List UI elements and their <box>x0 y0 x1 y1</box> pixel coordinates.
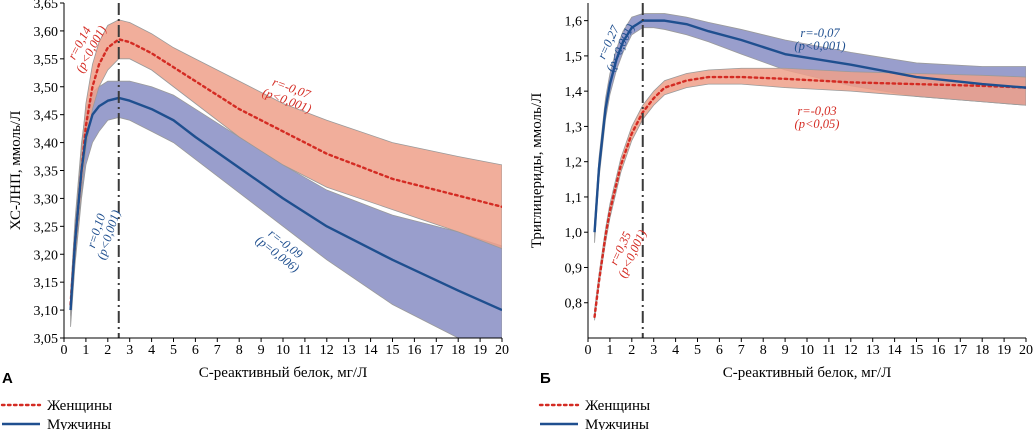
ci-band-men-b <box>594 13 1026 243</box>
y-tick-label: 3,30 <box>34 192 59 207</box>
x-tick-label: 3 <box>650 343 657 358</box>
x-tick-label: 4 <box>672 343 679 358</box>
x-tick-label: 1 <box>606 343 613 358</box>
x-tick-label: 18 <box>451 343 465 358</box>
x-tick-label: 2 <box>628 343 635 358</box>
x-tick-label: 18 <box>975 343 989 358</box>
x-tick-label: 7 <box>738 343 745 358</box>
x-tick-label: 20 <box>1019 343 1033 358</box>
legend-b-women-label: Женщины <box>585 398 650 414</box>
ci-band-women-b <box>594 67 1026 321</box>
annotation-m2-b: r=-0,07 (p<0,001) <box>794 26 845 53</box>
y-tick-label: 3,40 <box>34 137 59 152</box>
y-tick-label: 1,1 <box>565 191 583 206</box>
plot-area-b <box>593 13 1026 321</box>
x-tick-label: 9 <box>782 343 789 358</box>
panel-b-chart: 0 1 2 3 4 5 6 7 8 9 10 11 12 13 14 15 16 17 18 19 200,80,91,… <box>529 3 1033 381</box>
annotation-w2-b: r=-0,03 (p<0,05) <box>795 104 840 131</box>
series-line-men-a <box>69 96 502 312</box>
x-tick-label: 19 <box>997 343 1011 358</box>
x-tick-label: 10 <box>800 343 814 358</box>
y-tick-label: 0,8 <box>565 297 583 312</box>
x-tick-label: 16 <box>931 343 945 358</box>
panel-a-chart: 0 1 2 3 4 5 6 7 8 9 10 11 12 13 14 15 16 17 18 19 203,053,10… <box>8 0 509 381</box>
y-tick-label: 3,35 <box>34 165 59 180</box>
x-tick-label: 7 <box>214 343 221 358</box>
x-tick-label: 6 <box>192 343 199 358</box>
y-tick-label: 3,05 <box>34 332 59 347</box>
x-tick-label: 13 <box>342 343 356 358</box>
x-tick-label: 3 <box>126 343 133 358</box>
x-tick-label: 5 <box>694 343 701 358</box>
legend-a: Женщины Мужчины <box>0 398 112 430</box>
y-tick-label: 3,55 <box>34 53 59 68</box>
x-tick-label: 2 <box>104 343 111 358</box>
x-tick-label: 11 <box>822 343 835 358</box>
y-tick-label: 3,65 <box>34 0 59 12</box>
plot-area-a <box>69 19 502 338</box>
x-tick-label: 14 <box>888 343 902 358</box>
x-axis-label-a: С-реактивный белок, мг/Л <box>199 365 368 381</box>
legend-a-women-label: Женщины <box>47 398 112 414</box>
x-tick-label: 10 <box>276 343 290 358</box>
panel-b-label: Б <box>540 370 551 387</box>
x-tick-label: 8 <box>236 343 243 358</box>
x-tick-label: 5 <box>170 343 177 358</box>
y-axis-label-b: Триглицериды, ммоль/Л <box>529 93 545 248</box>
series-line-men-b <box>593 19 1026 233</box>
y-tick-label: 3,60 <box>34 25 59 40</box>
y-tick-label: 3,10 <box>34 304 59 319</box>
y-tick-label: 3,15 <box>34 276 59 291</box>
series-line-women-a <box>69 38 502 306</box>
y-tick-label: 1,5 <box>565 50 583 65</box>
x-tick-label: 0 <box>585 343 592 358</box>
x-tick-label: 17 <box>429 343 443 358</box>
x-tick-label: 6 <box>716 343 723 358</box>
y-tick-label: 1,3 <box>565 120 583 135</box>
x-tick-label: 11 <box>298 343 311 358</box>
x-tick-label: 0 <box>61 343 68 358</box>
y-axis-label-a: ХС-ЛНП, ммоль/Л <box>8 111 24 231</box>
series-line-women-b <box>593 75 1026 319</box>
y-tick-label: 1,4 <box>565 85 583 100</box>
y-tick-label: 1,6 <box>565 15 583 30</box>
x-tick-label: 12 <box>844 343 858 358</box>
x-tick-label: 1 <box>82 343 89 358</box>
y-tick-label: 1,0 <box>565 226 583 241</box>
x-tick-label: 15 <box>386 343 400 358</box>
y-tick-label: 3,45 <box>34 109 59 124</box>
y-tick-label: 3,50 <box>34 81 59 96</box>
x-axis-label-b: С-реактивный белок, мг/Л <box>723 365 892 381</box>
y-tick-label: 1,2 <box>565 156 583 171</box>
annotation-m1-a: r=0,10(p<0,001) <box>82 204 123 261</box>
x-tick-label: 15 <box>910 343 924 358</box>
y-tick-label: 3,20 <box>34 248 59 263</box>
x-tick-label: 14 <box>364 343 378 358</box>
legend-b-men-label: Мужчины <box>585 417 649 430</box>
y-tick-label: 3,25 <box>34 220 59 235</box>
ci-band-men-a <box>70 80 502 338</box>
x-tick-label: 16 <box>407 343 421 358</box>
legend-b: Женщины Мужчины <box>538 398 650 430</box>
legend-a-men-label: Мужчины <box>47 417 111 430</box>
panel-a-label: А <box>2 370 13 387</box>
annotation-m1-b: r=0,27(p<0,001) <box>591 16 637 74</box>
x-tick-label: 20 <box>495 343 509 358</box>
x-tick-label: 19 <box>473 343 487 358</box>
y-tick-label: 0,9 <box>565 261 583 276</box>
x-tick-label: 13 <box>866 343 880 358</box>
x-tick-label: 4 <box>148 343 155 358</box>
x-tick-label: 9 <box>258 343 265 358</box>
ci-band-women-a <box>70 19 502 316</box>
x-tick-label: 8 <box>760 343 767 358</box>
x-tick-label: 12 <box>320 343 334 358</box>
x-tick-label: 17 <box>953 343 967 358</box>
